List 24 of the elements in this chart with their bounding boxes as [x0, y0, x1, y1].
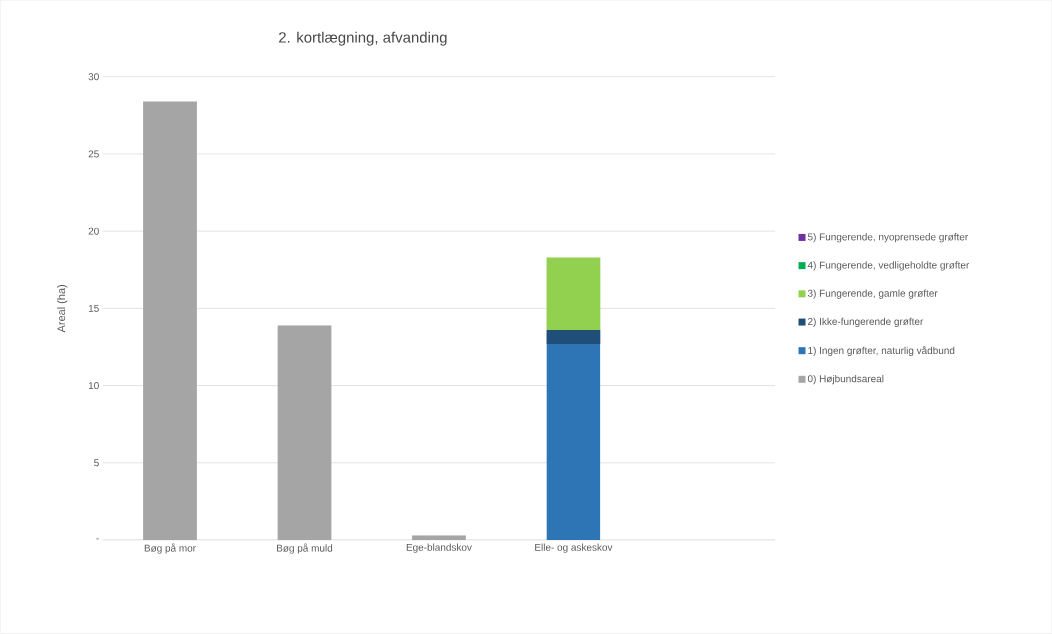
y-tick-label: 5 [94, 459, 99, 467]
chart-title: 2. kortlægning, afvanding [279, 31, 447, 46]
y-tick-label: 30 [88, 73, 99, 81]
bar [277, 325, 332, 541]
y-tick-label: 25 [88, 150, 99, 158]
bar [546, 330, 601, 344]
x-tick-label: Bøg på mor [144, 543, 196, 554]
legend-label: 0) Højbundsareal [807, 375, 884, 385]
y-tick-label: - [96, 538, 99, 540]
bar [546, 257, 601, 331]
bar [143, 101, 197, 541]
bar [546, 344, 601, 541]
y-tick-label: 10 [88, 382, 99, 390]
legend-label: 2) Ikke-fungerende grøfter [808, 317, 924, 328]
legend-label: 5) Fungerende, nyoprensede grøfter [807, 233, 969, 243]
legend-label: 4) Fungerende, vedligeholdte grøfter [807, 261, 970, 271]
y-tick-label: 20 [88, 227, 99, 235]
y-axis-title: Areal (ha) [57, 285, 68, 333]
legend-label: 1) Ingen grøfter, naturlig vådbund [808, 346, 955, 357]
legend-label: 3) Fungerende, gamle grøfter [807, 289, 938, 299]
x-tick-label: Elle- og askeskov [535, 543, 613, 553]
x-tick-label: Ege-blandskov [406, 543, 472, 553]
x-tick-label: Bøg på muld [277, 543, 333, 554]
y-tick-label: 15 [88, 305, 99, 312]
